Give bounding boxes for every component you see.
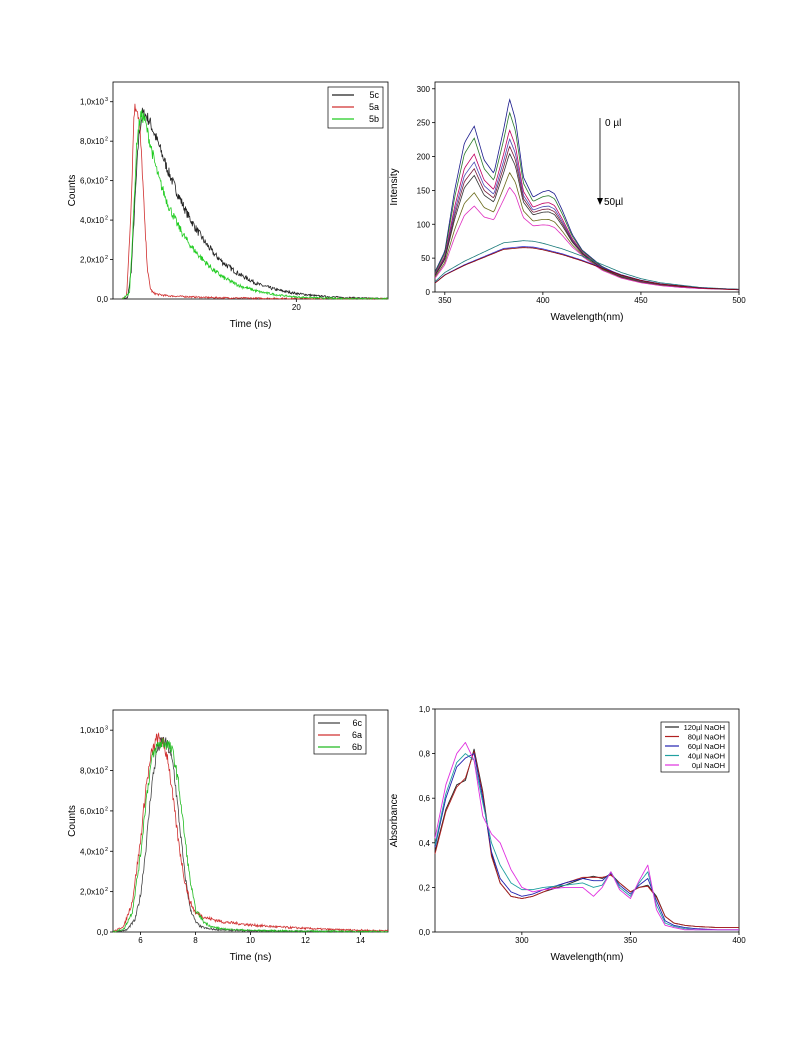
c3-y-tick-label: 6,0x10: [80, 807, 105, 816]
c3-series-2-line: [112, 738, 389, 933]
c2-spectrum-curve-9: [434, 246, 740, 291]
chart-6-decay: 6 8 10 12 140,02,0x10 24,0x10 26,0x10 28,0x10 21…: [67, 709, 389, 963]
c4-y-tick-label: 0,8: [419, 750, 431, 759]
c1-y-tick-exponent: 2: [105, 255, 108, 261]
c1-y-tick-label: 6,0x10: [80, 177, 105, 186]
c3-y-tick-label: 0,0: [97, 928, 109, 937]
c4-legend-label-2: 60µl NaOH: [688, 742, 725, 751]
c3-x-tick-label: 6: [138, 936, 143, 945]
c1-plot-frame: [112, 81, 389, 300]
c2-spectrum-curve-5: [434, 152, 740, 290]
c4-legend-box: [660, 721, 730, 773]
c4-x-tick-label: 350: [624, 936, 638, 945]
c1-y-tick-label: 4,0x10: [80, 216, 105, 225]
c2-plot-frame: [434, 81, 740, 293]
c1-legend-label-0: 5c: [369, 90, 379, 100]
c3-x-axis-label: Time (ns): [230, 952, 272, 963]
c1-x-axis-label: Time (ns): [230, 319, 272, 330]
c2-x-tick-label: 500: [732, 296, 746, 305]
c2-spectrum-curve-2: [434, 129, 740, 290]
c3-y-tick-exponent: 3: [105, 726, 108, 732]
c1-series-0-line: [121, 107, 389, 300]
c4-y-tick-label: 0,2: [419, 883, 431, 892]
c1-y-tick-exponent: 2: [105, 137, 108, 143]
c4-x-tick-label: 400: [732, 936, 746, 945]
c2-spectrum-curve-3: [434, 138, 740, 290]
c4-series-3-line: [434, 753, 739, 931]
c4-y-tick-label: 0,4: [419, 839, 431, 848]
c3-x-tick-label: 10: [246, 936, 255, 945]
c2-spectrum-curve-7: [434, 186, 740, 291]
c1-series-1-line: [121, 103, 389, 301]
c4-series-1-line: [434, 750, 739, 928]
c3-y-tick-label: 1,0x10: [80, 726, 105, 735]
c3-legend-label-0: 6c: [352, 718, 362, 728]
c4-plot-frame: [434, 708, 740, 933]
c2-spectrum-curve-8: [434, 240, 740, 290]
c1-y-tick-label: 1,0x10: [80, 98, 105, 107]
c3-y-tick-exponent: 2: [105, 806, 108, 812]
c1-x-tick-label: 20: [292, 303, 301, 312]
c2-y-axis-label: Intensity: [389, 168, 400, 205]
c1-legend-label-1: 5a: [369, 102, 379, 112]
c2-titration-arrowhead: [597, 198, 603, 205]
c2-y-tick-label: 250: [417, 119, 431, 128]
c2-spectrum-curve-10: [434, 247, 740, 291]
c3-legend-label-2: 6b: [352, 742, 362, 752]
c1-y-tick-exponent: 2: [105, 176, 108, 182]
c2-x-axis-label: Wavelength(nm): [551, 312, 624, 323]
c2-y-tick-label: 0: [426, 288, 431, 297]
chart-5-decay: 200,02,0x10 24,0x10 26,0x10 28,0x10 21,0x10 3…: [67, 81, 389, 330]
c1-y-tick-label: 2,0x10: [80, 256, 105, 265]
c1-series-2-line: [122, 109, 388, 300]
c3-y-axis-label: Counts: [67, 805, 78, 837]
c4-y-tick-label: 1,0: [419, 705, 431, 714]
c4-x-tick-label: 300: [515, 936, 529, 945]
c4-series-4-line: [434, 742, 739, 931]
c4-legend-label-1: 80µl NaOH: [688, 733, 725, 742]
c2-spectrum-curve-4: [434, 145, 740, 290]
c4-y-tick-label: 0,0: [419, 928, 431, 937]
c1-y-tick-label: 0,0: [97, 295, 109, 304]
c1-y-tick-label: 8,0x10: [80, 137, 105, 146]
c3-y-tick-exponent: 2: [105, 766, 108, 772]
c2-x-tick-label: 450: [634, 296, 648, 305]
c2-y-tick-label: 50: [421, 254, 430, 263]
c3-y-tick-label: 2,0x10: [80, 888, 105, 897]
c1-y-tick-exponent: 3: [105, 97, 108, 103]
c3-series-1-line: [112, 732, 389, 933]
c3-x-tick-label: 14: [356, 936, 365, 945]
c3-x-tick-label: 12: [301, 936, 310, 945]
c3-x-tick-label: 8: [193, 936, 198, 945]
c2-spectrum-curve-0: [434, 98, 740, 290]
c2-y-tick-label: 100: [417, 220, 431, 229]
c4-y-tick-label: 0,6: [419, 794, 431, 803]
c4-y-axis-label: Absorbance: [389, 793, 400, 847]
c4-legend-label-0: 120µl NaOH: [684, 723, 725, 732]
c1-y-axis-label: Counts: [67, 175, 78, 207]
c2-annotation-end: 50µl: [604, 197, 623, 208]
c3-legend-label-1: 6a: [352, 730, 362, 740]
c1-y-tick-exponent: 2: [105, 216, 108, 222]
chart-emission: 350 400 450 500 0 50 100 150 200 250 300 Wavelength…: [389, 81, 746, 323]
c3-y-tick-label: 8,0x10: [80, 767, 105, 776]
c3-series-0-line: [113, 736, 389, 933]
chart-absorbance: 300 350 400 0,0 0,2 0,4 0,6 0,8 1,0 Wavelength(nm…: [389, 705, 746, 963]
c2-y-tick-label: 300: [417, 85, 431, 94]
c4-series-0-line: [434, 748, 739, 928]
c4-x-axis-label: Wavelength(nm): [551, 952, 624, 963]
c3-y-tick-exponent: 2: [105, 887, 108, 893]
c2-annotation-start: 0 µl: [605, 118, 621, 129]
c2-x-tick-label: 350: [438, 296, 452, 305]
c2-y-tick-label: 200: [417, 153, 431, 162]
c2-y-tick-label: 150: [417, 186, 431, 195]
c3-y-tick-exponent: 2: [105, 847, 108, 853]
c2-spectrum-curve-6: [434, 171, 740, 291]
c1-legend-label-2: 5b: [369, 114, 379, 124]
c3-y-tick-label: 4,0x10: [80, 847, 105, 856]
c2-x-tick-label: 400: [536, 296, 550, 305]
c4-legend-label-4: 0µl NaOH: [692, 761, 725, 770]
c4-legend-label-3: 40µl NaOH: [688, 752, 725, 761]
